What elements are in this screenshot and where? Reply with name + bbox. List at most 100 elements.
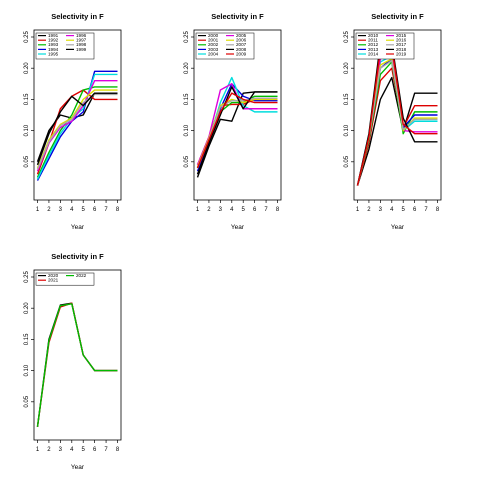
x-tick-label: 7 <box>104 447 108 453</box>
legend-label: 2015 <box>396 33 407 38</box>
series-lines <box>356 42 438 186</box>
chart-panel-1: Selectivity in F 1 2 3 4 5 6 7 8 0.05 0.10 0.15 0.20… <box>24 12 122 231</box>
legend-label: 1997 <box>76 38 87 43</box>
series-lines <box>36 70 118 181</box>
legend-label: 2001 <box>208 38 219 43</box>
legend-label: 2000 <box>208 33 219 38</box>
legend-label: 2021 <box>48 278 59 283</box>
series-line-1996 <box>36 79 118 172</box>
legend-label: 1993 <box>48 42 59 47</box>
legend-label: 2011 <box>368 38 378 43</box>
legend-label: 2010 <box>368 33 379 38</box>
series-lines <box>36 302 118 427</box>
x-tick-label: 1 <box>196 207 200 213</box>
legend-box <box>35 32 95 60</box>
legend-label: 1996 <box>76 33 87 38</box>
series-line-1998 <box>36 93 118 170</box>
x-tick-label: 4 <box>70 447 74 453</box>
y-tick-label: 0.10 <box>24 364 30 376</box>
panel-title: Selectivity in F <box>51 12 104 21</box>
legend-label: 2013 <box>368 47 379 52</box>
legend-label: 1995 <box>48 51 59 56</box>
x-tick-label: 2 <box>47 447 51 453</box>
x-tick-label: 8 <box>276 207 280 213</box>
x-axis-label: Year <box>231 224 245 231</box>
legend-label: 2007 <box>236 42 247 47</box>
y-tick-label: 0.25 <box>184 31 190 43</box>
legend-label: 2014 <box>368 51 379 56</box>
x-tick-label: 6 <box>413 207 417 213</box>
x-tick-label: 7 <box>104 207 108 213</box>
x-tick-label: 5 <box>82 447 86 453</box>
chart-panel-2: Selectivity in F 1 2 3 4 5 6 7 8 0.05 0.10 0.15 0.20… <box>184 12 282 231</box>
plot-frame <box>193 29 282 201</box>
x-tick-label: 4 <box>230 207 234 213</box>
y-tick-label: 0.20 <box>344 62 350 74</box>
series-line-2014 <box>356 55 438 186</box>
x-tick-label: 3 <box>59 447 63 453</box>
legend-label: 2008 <box>236 47 247 52</box>
series-line-2019 <box>356 45 438 186</box>
x-tick-label: 1 <box>36 207 40 213</box>
y-tick-label: 0.15 <box>344 93 350 105</box>
panel-title: Selectivity in F <box>371 12 424 21</box>
x-tick-label: 1 <box>36 447 40 453</box>
series-line-1997 <box>36 89 118 169</box>
x-tick-label: 8 <box>116 447 120 453</box>
panel-title: Selectivity in F <box>211 12 264 21</box>
y-tick-label: 0.10 <box>184 124 190 136</box>
x-tick-label: 4 <box>70 207 74 213</box>
chart-panel-4: Selectivity in F 1 2 3 4 5 6 7 8 0.05 0.10 0.15 0.20… <box>24 252 122 471</box>
y-tick-label: 0.05 <box>344 155 350 167</box>
x-tick-label: 7 <box>424 207 428 213</box>
y-tick-label: 0.20 <box>24 302 30 314</box>
series-line-1993 <box>36 86 118 178</box>
series-line-2010 <box>356 76 438 186</box>
x-tick-label: 6 <box>253 207 257 213</box>
legend-label: 2003 <box>208 47 219 52</box>
y-tick-label: 0.05 <box>24 155 30 167</box>
y-tick-label: 0.15 <box>24 333 30 345</box>
x-tick-label: 4 <box>390 207 394 213</box>
y-tick-label: 0.05 <box>184 155 190 167</box>
legend-label: 2020 <box>48 273 59 278</box>
series-line-2004 <box>196 76 278 169</box>
x-tick-label: 8 <box>436 207 440 213</box>
legend-label: 2009 <box>236 51 247 56</box>
series-line-2008 <box>196 86 278 175</box>
x-tick-label: 6 <box>93 447 97 453</box>
plot-frame <box>33 29 122 201</box>
legend-label: 2006 <box>236 38 247 43</box>
legend-box <box>355 32 415 60</box>
series-line-2021 <box>36 302 118 427</box>
legend-label: 2016 <box>396 38 407 43</box>
legend-label: 1999 <box>76 47 87 52</box>
x-tick-label: 5 <box>402 207 406 213</box>
plot-frame <box>353 29 442 201</box>
legend-label: 2002 <box>208 42 219 47</box>
series-line-2020 <box>36 302 118 427</box>
legend-label: 1998 <box>76 42 87 47</box>
series-line-2009 <box>196 92 278 169</box>
legend-label: 1991 <box>48 33 59 38</box>
x-axis-label: Year <box>71 464 85 471</box>
legend-label: 2019 <box>396 51 407 56</box>
series-line-1999 <box>36 92 118 166</box>
x-tick-label: 2 <box>207 207 211 213</box>
series-line-1994 <box>36 70 118 181</box>
y-tick-label: 0.25 <box>344 31 350 43</box>
y-tick-label: 0.20 <box>184 62 190 74</box>
legend-label: 2012 <box>368 42 379 47</box>
legend-label: 1994 <box>48 47 59 52</box>
x-tick-label: 6 <box>93 207 97 213</box>
x-tick-label: 5 <box>242 207 246 213</box>
series-line-2022 <box>36 303 118 427</box>
y-tick-label: 0.15 <box>24 93 30 105</box>
legend-label: 2017 <box>396 42 407 47</box>
y-tick-label: 0.10 <box>24 124 30 136</box>
legend-label: 2005 <box>236 33 247 38</box>
